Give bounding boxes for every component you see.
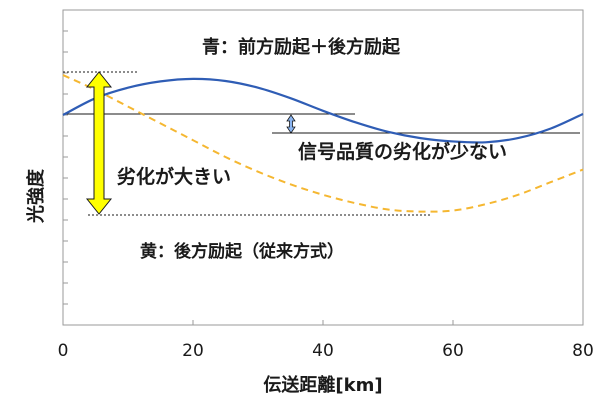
yellow-series-label: 黄：後方励起（従来方式） xyxy=(140,241,344,262)
series-line-yellow xyxy=(62,74,584,213)
x-tick-label: 40 xyxy=(312,341,334,361)
x-tick-label: 20 xyxy=(182,341,204,361)
degradation-large-label: 劣化が大きい xyxy=(117,165,231,188)
x-tick-label: 60 xyxy=(442,341,464,361)
x-tick-label: 0 xyxy=(58,341,69,361)
plot-area xyxy=(62,9,584,326)
degradation-small-arrow xyxy=(286,114,296,134)
degradation-small-label: 信号品質の劣化が少ない xyxy=(298,140,507,163)
y-axis-label: 光強度 xyxy=(25,168,47,224)
x-axis-label: 伝送距離[km] xyxy=(263,374,382,396)
x-axis-ticks: 0 20 40 60 80 xyxy=(58,320,594,361)
y-axis-ticks xyxy=(63,9,68,326)
degradation-large-arrow xyxy=(85,71,113,215)
x-tick-label: 80 xyxy=(572,341,594,361)
blue-series-label: 青：前方励起＋後方励起 xyxy=(202,36,401,58)
series-line-blue xyxy=(62,77,584,144)
